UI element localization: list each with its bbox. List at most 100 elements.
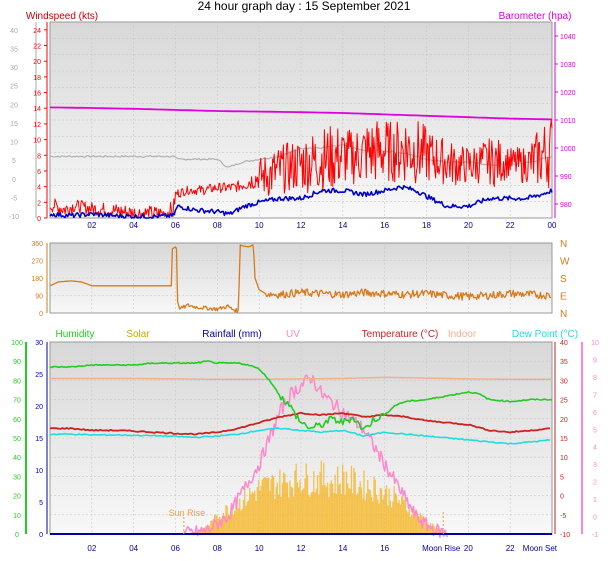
- solar-bar: [324, 485, 326, 534]
- humidity-tick-label: 40: [13, 455, 21, 462]
- direction-tick-label: 270: [31, 259, 43, 266]
- solar-bar: [384, 488, 386, 534]
- temp-x-tick-label: 14: [338, 544, 347, 553]
- baro-tick-label: 1040: [560, 34, 576, 41]
- solar-bar: [389, 500, 391, 534]
- direction-tick-label: 90: [35, 294, 43, 301]
- solar-bar: [364, 500, 366, 534]
- compass-tick-label: S: [560, 274, 567, 285]
- solar-bar: [382, 499, 384, 534]
- solar-bar: [241, 508, 243, 534]
- solar-bar: [393, 486, 395, 534]
- solar-bar: [298, 487, 300, 534]
- temp-x-tick-label: 16: [380, 544, 389, 553]
- solar-bar: [431, 525, 433, 534]
- dewpoint-label: Dew Point (°C): [512, 329, 578, 340]
- solar-bar: [348, 488, 350, 534]
- temp-tick-label: -5: [560, 513, 566, 520]
- direction-panel-background: [49, 242, 553, 314]
- solar-bar: [295, 463, 297, 534]
- solar-bar: [370, 496, 373, 534]
- solar-bar: [404, 500, 407, 534]
- rain-tick-label: 30: [35, 340, 43, 347]
- solar-bar: [354, 472, 356, 534]
- solar-bar: [419, 512, 422, 534]
- solar-bar: [325, 487, 327, 534]
- solar-bar: [390, 507, 393, 534]
- grey-tick-label: 35: [10, 46, 18, 53]
- wind-x-tick-label: 04: [129, 221, 138, 230]
- humidity-tick-label: 0: [15, 532, 19, 539]
- wind-x-tick-label: 02: [87, 221, 96, 230]
- wind-tick-label: 14: [33, 106, 41, 113]
- wind-tick-label: 12: [33, 122, 41, 129]
- solar-bar: [347, 483, 349, 534]
- rain-tick-label: 10: [35, 468, 43, 475]
- compass-tick-label: N: [560, 239, 567, 250]
- solar-bar: [301, 489, 304, 534]
- solar-bar: [252, 493, 255, 534]
- solar-bar: [374, 479, 376, 534]
- solar-bar: [267, 477, 270, 534]
- solar-bar: [311, 491, 314, 534]
- uv-label: UV: [286, 329, 300, 340]
- solar-bar: [254, 490, 256, 534]
- temp-x-tick-label: 08: [213, 544, 222, 553]
- temp-tick-label: 5: [560, 474, 564, 481]
- grey-tick-label: 0: [12, 177, 16, 184]
- solar-bar: [353, 468, 355, 534]
- solar-bar: [365, 493, 368, 534]
- temp-tick-label: 20: [560, 417, 568, 424]
- solar-bar: [329, 483, 331, 534]
- solar-bar: [326, 482, 329, 534]
- solar-bar: [280, 496, 282, 534]
- solar-bar: [277, 494, 280, 534]
- solar-bar: [331, 483, 334, 534]
- solar-bar: [296, 482, 299, 534]
- direction-tick-label: 0: [39, 311, 43, 318]
- solar-bar: [232, 514, 235, 534]
- solar-bar: [379, 487, 381, 534]
- solar-bar: [286, 482, 289, 534]
- wind-x-tick-label: 14: [338, 221, 347, 230]
- solar-bar: [300, 492, 302, 534]
- solar-bar: [340, 494, 343, 534]
- solar-bar: [255, 500, 257, 534]
- solar-bar: [372, 501, 374, 534]
- solar-bar: [418, 516, 420, 534]
- baro-tick-label: 990: [560, 174, 572, 181]
- solar-bar: [414, 517, 417, 534]
- temp-tick-label: -10: [560, 532, 570, 539]
- solar-bar: [310, 492, 312, 534]
- temperature-label: Temperature (°C): [362, 329, 439, 340]
- solar-series: [185, 460, 448, 534]
- uv-tick-label: 10: [591, 340, 599, 347]
- grey-series-line: [49, 143, 553, 168]
- rain-tick-label: 20: [35, 404, 43, 411]
- compass-tick-label: E: [560, 292, 567, 303]
- uv-tick-label: 2: [593, 480, 597, 487]
- solar-bar: [407, 512, 409, 534]
- baro-axis-title: Barometer (hpa): [499, 11, 572, 22]
- temp-x-tick-label: 20: [464, 544, 473, 553]
- solar-bar: [343, 472, 345, 534]
- page-title: 24 hour graph day : 15 September 2021: [197, 0, 411, 13]
- solar-bar: [251, 491, 253, 534]
- baro-tick-label: 1030: [560, 62, 576, 69]
- temp-x-tick-label: 22: [506, 544, 515, 553]
- solar-bar: [367, 480, 369, 534]
- grey-tick-label: -10: [9, 214, 19, 221]
- solar-bar: [409, 516, 412, 534]
- humidity-tick-label: 90: [13, 359, 21, 366]
- wind-tick-label: 20: [33, 59, 41, 66]
- humidity-series-line: [49, 360, 553, 431]
- solar-bar: [441, 531, 443, 534]
- uv-tick-label: 0: [593, 515, 597, 522]
- solar-bar: [359, 481, 361, 534]
- solar-bar: [333, 492, 335, 534]
- uv-tick-label: 8: [593, 375, 597, 382]
- temp-x-tick-label: 12: [297, 544, 306, 553]
- humidity-tick-label: 20: [13, 494, 21, 501]
